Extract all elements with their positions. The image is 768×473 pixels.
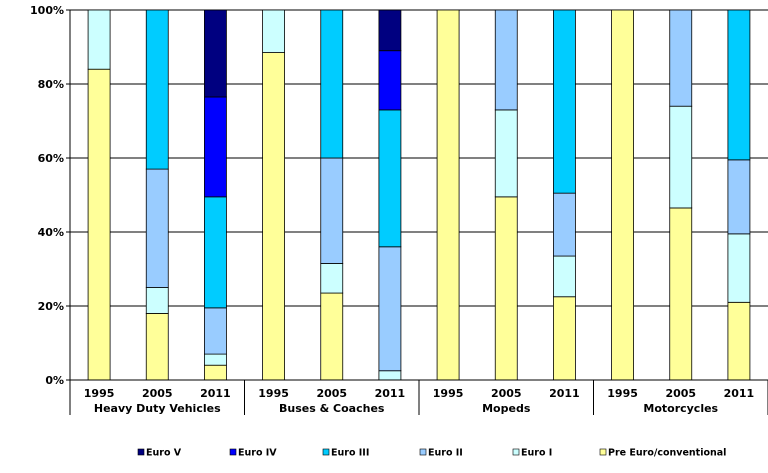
y-tick-label: 20% (38, 300, 64, 313)
legend-label: Euro IV (238, 448, 277, 459)
bar-segment (145, 312, 169, 381)
bar-segment (145, 168, 169, 288)
group-label: Buses & Coaches (279, 402, 385, 415)
bar-segment (204, 196, 227, 309)
bar-segment (669, 207, 693, 381)
x-tick-label: 1995 (433, 387, 464, 400)
bar-segment (494, 109, 518, 198)
legend-swatch (419, 448, 427, 456)
y-tick-label: 40% (38, 226, 64, 239)
bar-segment (87, 9, 111, 70)
bar-segment (262, 52, 285, 381)
legend-label: Euro V (146, 448, 182, 459)
bar-segment (669, 105, 693, 209)
x-tick-label: 1995 (84, 387, 115, 400)
legend-swatch (137, 448, 145, 456)
bar-segment (553, 296, 576, 381)
bar-segment (727, 159, 751, 235)
y-tick-label: 80% (38, 78, 64, 91)
bar-segment (320, 157, 344, 264)
legend-label: Pre Euro/conventional (608, 448, 726, 459)
bar-segment (378, 246, 402, 372)
legend-label: Euro I (521, 448, 552, 459)
y-tick-label: 60% (38, 152, 64, 165)
legend-swatch (599, 448, 607, 456)
bar-segment (378, 9, 402, 52)
bar-segment (204, 96, 227, 198)
x-tick-label: 2005 (316, 387, 347, 400)
bar-segment (204, 9, 227, 98)
bar-segment (669, 9, 693, 107)
y-tick-label: 0% (45, 374, 64, 387)
x-tick-label: 2011 (724, 387, 755, 400)
legend-label: Euro III (331, 448, 369, 459)
bar-segment (204, 353, 227, 366)
bar-segment (320, 9, 344, 159)
bar-segment (204, 307, 227, 355)
bar-segment (378, 370, 402, 381)
x-tick-label: 2005 (142, 387, 173, 400)
x-tick-label: 1995 (607, 387, 638, 400)
group-label: Motorcycles (643, 402, 718, 415)
x-tick-label: 1995 (258, 387, 289, 400)
group-label: Heavy Duty Vehicles (94, 402, 221, 415)
x-tick-label: 2011 (375, 387, 406, 400)
bar-segment (87, 68, 111, 381)
bar-segment (727, 233, 751, 303)
bar-segment (320, 292, 344, 381)
bar-segment (378, 109, 402, 248)
bar-segment (553, 9, 576, 194)
bar-segment (320, 263, 344, 294)
x-tick-label: 2005 (665, 387, 696, 400)
group-label: Mopeds (482, 402, 531, 415)
bar-segment (727, 301, 751, 381)
bar-segment (553, 192, 576, 257)
bar-segment (494, 9, 518, 111)
legend-label: Euro II (428, 448, 463, 459)
bar-segment (262, 9, 285, 53)
bar-segment (553, 255, 576, 298)
bar-segment (727, 9, 751, 161)
bar-segment (145, 287, 169, 314)
bar-segment (611, 9, 634, 381)
bar-segment (204, 364, 227, 381)
bar-segment (145, 9, 169, 170)
x-tick-label: 2005 (491, 387, 522, 400)
y-tick-label: 100% (30, 4, 64, 17)
bar-segment (436, 9, 460, 381)
bar-segment (378, 50, 402, 111)
legend-swatch (229, 448, 237, 456)
bar-segment (494, 196, 518, 381)
x-tick-label: 2011 (200, 387, 231, 400)
x-tick-label: 2011 (549, 387, 580, 400)
legend-swatch (322, 448, 330, 456)
legend-swatch (512, 448, 520, 456)
